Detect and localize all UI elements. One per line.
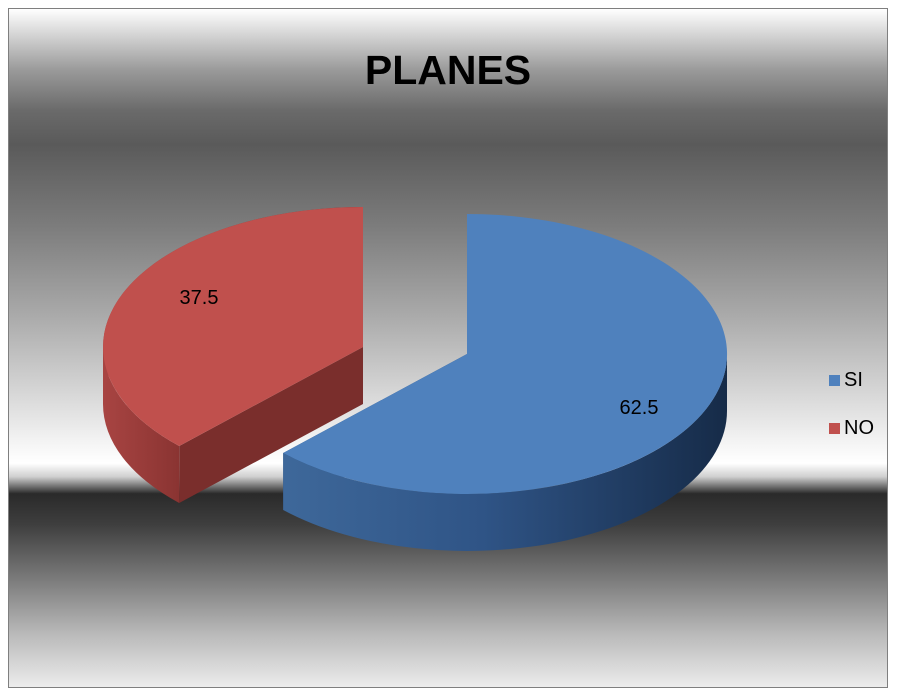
legend-label-no: NO bbox=[844, 416, 874, 439]
data-label-no: 37.5 bbox=[180, 287, 219, 309]
slice-no-side bbox=[103, 347, 180, 503]
legend-item-si: SI bbox=[829, 367, 874, 393]
legend-swatch-si bbox=[829, 374, 840, 386]
legend-swatch-no bbox=[829, 422, 840, 434]
data-label-si: 62.5 bbox=[620, 397, 659, 419]
slice-si bbox=[283, 214, 728, 494]
legend: SI NO bbox=[829, 367, 874, 463]
pie-plot: 62.5 37.5 bbox=[103, 207, 728, 551]
slice-no-cut-0 bbox=[179, 347, 363, 503]
slice-no bbox=[103, 207, 363, 446]
slice-si-side bbox=[283, 354, 727, 551]
legend-item-no: NO bbox=[829, 415, 874, 441]
chart-area: PLANES 62.5 37.5 SI NO bbox=[8, 8, 888, 688]
chart-title: PLANES bbox=[364, 47, 532, 93]
legend-label-si: SI bbox=[844, 368, 863, 391]
